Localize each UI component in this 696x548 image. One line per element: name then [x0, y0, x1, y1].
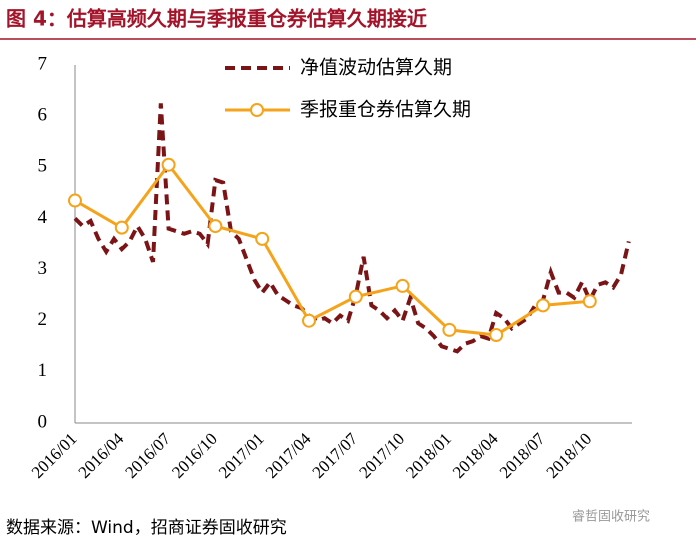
source-note: 数据来源：Wind，招商证券固收研究 [6, 518, 287, 538]
x-tick-label: 2016/07 [121, 429, 174, 482]
point-marker [582, 294, 597, 309]
y-tick-label: 5 [38, 156, 48, 177]
chart-title: 图 4：估算高频久期与季报重仓券估算久期接近 [6, 7, 427, 31]
point-marker [536, 298, 550, 313]
legend-marker [250, 103, 264, 117]
point-marker [208, 219, 223, 234]
x-tick-label: 2017/07 [309, 429, 362, 482]
x-tick-label: 2018/07 [496, 429, 549, 482]
x-tick-label: 2017/04 [262, 429, 315, 482]
y-tick-label: 1 [38, 360, 48, 381]
point-marker [395, 278, 410, 293]
point-marker [302, 313, 316, 328]
y-tick-label: 6 [38, 105, 48, 126]
point-marker [255, 231, 270, 246]
x-tick-label: 2018/04 [449, 429, 502, 482]
y-tick-label: 3 [38, 258, 48, 279]
y-tick-label: 4 [38, 207, 48, 228]
point-marker [489, 328, 504, 343]
x-tick-label: 2018/01 [402, 429, 455, 482]
series-line [74, 162, 590, 337]
series-line [73, 103, 631, 354]
x-tick-label: 2016/10 [168, 429, 221, 482]
point-marker [348, 289, 363, 304]
watermark: 睿哲固收研究 [572, 510, 650, 525]
x-tick-label: 2018/10 [543, 429, 596, 482]
legend-label: 季报重仓券估算久期 [300, 99, 471, 121]
y-tick-label: 7 [38, 53, 48, 74]
point-marker [68, 193, 82, 208]
x-tick-label: 2017/01 [215, 429, 268, 482]
x-tick-label: 2016/04 [75, 429, 128, 482]
legend-label: 净值波动估算久期 [300, 57, 452, 79]
point-marker [442, 322, 457, 337]
y-tick-label: 0 [38, 411, 48, 432]
y-tick-label: 2 [38, 309, 48, 330]
point-marker [161, 157, 176, 172]
x-tick-label: 2016/01 [28, 429, 81, 482]
point-marker [114, 220, 129, 235]
x-tick-label: 2017/10 [355, 429, 408, 482]
